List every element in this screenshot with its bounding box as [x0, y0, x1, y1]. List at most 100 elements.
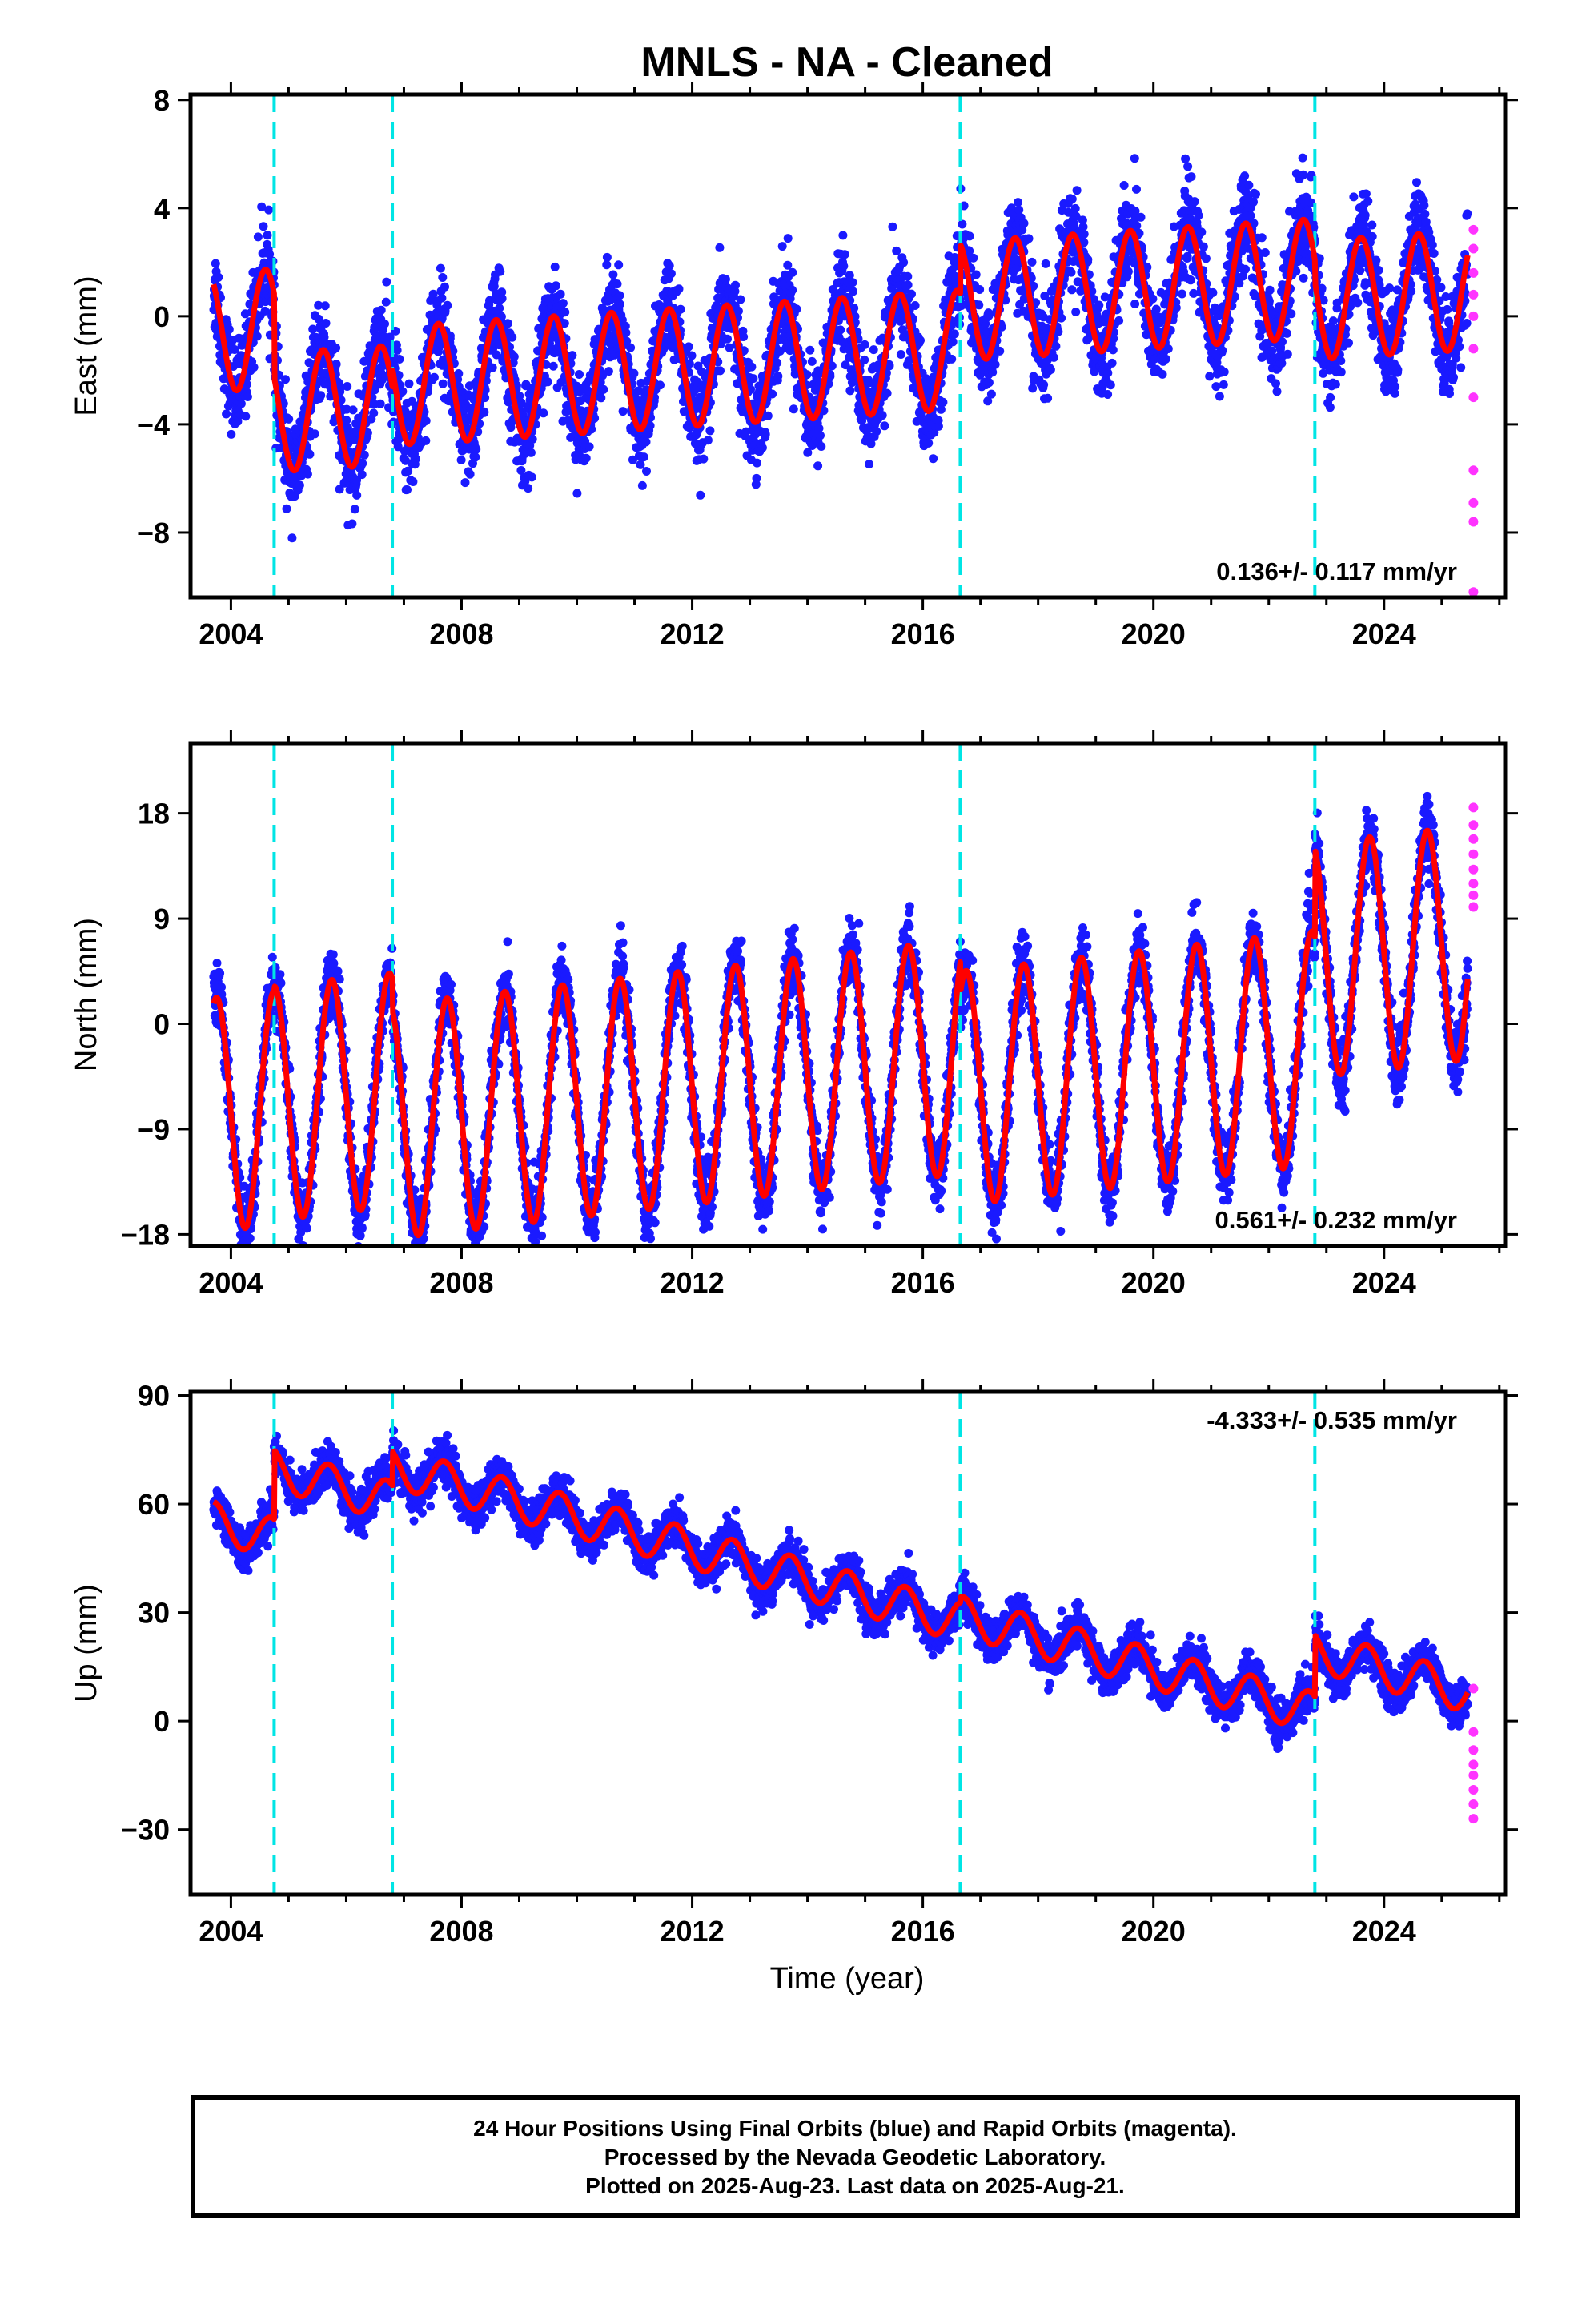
data-point [1024, 234, 1034, 243]
data-point [984, 378, 994, 388]
data-point [516, 398, 526, 408]
data-point [813, 461, 823, 471]
data-point [488, 363, 497, 372]
data-point [1385, 283, 1395, 293]
data-point [608, 270, 618, 279]
data-point [560, 308, 570, 317]
data-point [1246, 211, 1255, 220]
data-point [965, 247, 974, 255]
data-point [305, 449, 315, 459]
data-point [620, 321, 630, 331]
data-point [352, 476, 362, 485]
data-point [1132, 184, 1141, 194]
data-point [440, 282, 449, 292]
data-point [495, 304, 504, 313]
data-point [997, 322, 1006, 332]
data-point [665, 261, 674, 271]
data-point [645, 421, 655, 431]
data-point [699, 454, 709, 464]
data-point [1148, 294, 1158, 304]
data-point [803, 448, 813, 457]
data-point [1054, 327, 1063, 336]
data-point [880, 421, 889, 431]
data-point [369, 408, 379, 418]
data-point [974, 300, 984, 310]
data-point [637, 480, 647, 490]
data-point [827, 361, 837, 371]
final-orbit-points-east [209, 153, 1472, 543]
data-point [320, 301, 330, 311]
data-point [983, 396, 993, 406]
data-point [950, 329, 959, 339]
data-point [460, 478, 470, 488]
data-point [1107, 358, 1117, 368]
data-point [421, 416, 431, 425]
data-point [1183, 162, 1193, 171]
data-point [860, 340, 869, 349]
data-point [725, 343, 734, 352]
data-point [696, 490, 705, 500]
data-point [393, 442, 403, 452]
data-point [599, 384, 608, 394]
data-point [264, 205, 274, 215]
data-point [860, 355, 869, 364]
data-point [1106, 380, 1115, 390]
data-point [572, 489, 582, 498]
data-point [236, 399, 246, 408]
data-point [375, 399, 385, 408]
data-point [1299, 273, 1308, 283]
data-point [1349, 192, 1359, 202]
data-point [395, 355, 404, 364]
data-point [1251, 190, 1260, 199]
data-point [736, 295, 745, 304]
data-point [1190, 197, 1199, 207]
data-point [621, 328, 631, 337]
chart-title: MNLS - NA - Cleaned [640, 39, 1053, 86]
data-point [948, 337, 958, 347]
data-point [626, 343, 636, 352]
data-point [857, 416, 867, 425]
data-point [1249, 197, 1258, 207]
data-point [840, 250, 849, 259]
data-point [839, 261, 849, 271]
data-point [836, 325, 845, 335]
data-point [1151, 304, 1161, 314]
data-point [1271, 379, 1280, 388]
data-point [628, 455, 637, 464]
data-point [1041, 259, 1050, 268]
data-point [639, 452, 648, 462]
data-point [792, 304, 801, 314]
data-point [896, 350, 905, 359]
data-point [428, 289, 438, 299]
data-point [480, 393, 490, 403]
data-point [723, 334, 732, 344]
data-point [1208, 287, 1218, 297]
data-point [465, 469, 475, 479]
data-point [1244, 180, 1254, 190]
data-point [539, 408, 548, 418]
data-point [783, 234, 793, 243]
data-point [769, 292, 779, 302]
data-point [1240, 171, 1250, 181]
data-point [1019, 219, 1029, 228]
data-point [1182, 251, 1192, 261]
data-point [971, 270, 981, 279]
data-point [524, 484, 533, 493]
data-point [436, 263, 445, 273]
data-point [903, 280, 913, 290]
data-point [1367, 220, 1377, 230]
data-point [1072, 186, 1082, 195]
data-point [556, 289, 565, 299]
data-point [602, 252, 612, 262]
data-point [263, 231, 272, 240]
data-point [988, 368, 998, 377]
data-point [596, 393, 606, 403]
data-point [575, 370, 584, 379]
data-point [295, 480, 304, 490]
data-point [877, 411, 887, 420]
data-point [284, 414, 294, 424]
data-point [404, 466, 413, 476]
data-point [612, 279, 622, 289]
